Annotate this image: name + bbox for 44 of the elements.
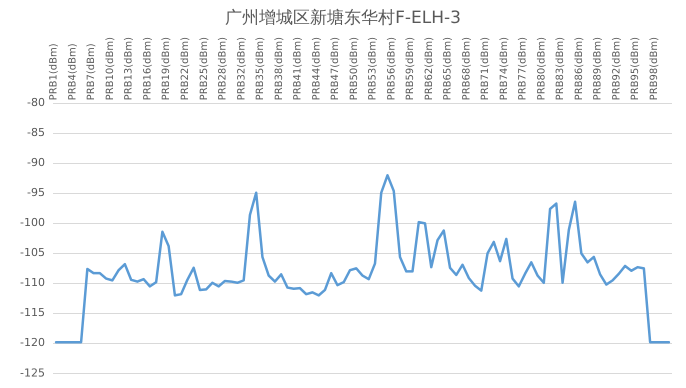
x-tick-label: PRB35(dBm): [255, 36, 266, 100]
x-tick-label: PRB80(dBm): [536, 36, 548, 100]
y-tick-label: -125: [20, 366, 45, 380]
x-tick-label: PRB53(dBm): [368, 36, 379, 100]
x-tick-label: PRB50(dBm): [348, 36, 360, 100]
x-tick-label: PRB86(dBm): [574, 36, 585, 100]
x-tick-label: PRB77(dBm): [518, 36, 529, 100]
x-tick-label: PRB59(dBm): [405, 36, 416, 100]
x-tick-label: PRB22(dBm): [180, 36, 191, 100]
x-tick-label: PRB95(dBm): [630, 36, 642, 100]
x-tick-label: PRB16(dBm): [142, 36, 154, 100]
x-tick-label: PRB83(dBm): [555, 36, 566, 100]
x-tick-label: PRB47(dBm): [330, 36, 342, 100]
y-tick-label: -90: [26, 156, 45, 170]
x-tick-label: PRB19(dBm): [161, 36, 172, 100]
x-tick-label: PRB56(dBm): [386, 36, 398, 100]
x-tick-label: PRB1(dBm): [48, 43, 60, 100]
y-tick-label: -110: [20, 276, 45, 290]
y-tick-label: -100: [20, 216, 45, 230]
x-tick-label: PRB4(dBm): [67, 43, 78, 100]
x-tick-label: PRB13(dBm): [124, 36, 135, 100]
x-tick-label: PRB38(dBm): [274, 36, 285, 100]
x-tick-label: PRB92(dBm): [611, 36, 622, 100]
x-tick-label: PRB62(dBm): [424, 36, 435, 100]
x-tick-label: PRB32(dBm): [236, 36, 248, 100]
x-tick-label: PRB89(dBm): [592, 36, 604, 100]
y-tick-label: -95: [26, 186, 45, 200]
x-tick-label: PRB98(dBm): [648, 36, 660, 100]
x-tick-label: PRB41(dBm): [292, 36, 304, 100]
x-tick-label: PRB25(dBm): [198, 36, 210, 100]
y-tick-label: -105: [20, 246, 45, 260]
y-tick-label: -80: [26, 96, 45, 110]
x-tick-label: PRB10(dBm): [104, 36, 116, 100]
x-tick-label: PRB28(dBm): [218, 36, 229, 100]
x-tick-label: PRB74(dBm): [498, 36, 510, 100]
x-tick-label: PRB44(dBm): [311, 36, 322, 100]
x-tick-label: PRB68(dBm): [461, 36, 472, 100]
y-tick-label: -115: [20, 306, 45, 320]
x-tick-label: PRB71(dBm): [480, 36, 492, 100]
chart-title: 广州增城区新塘东华村F-ELH-3: [224, 7, 462, 29]
y-tick-label: -120: [20, 336, 45, 350]
x-tick-label: PRB7(dBm): [86, 43, 98, 100]
y-tick-label: -85: [26, 126, 45, 140]
x-tick-label: PRB65(dBm): [442, 36, 454, 100]
